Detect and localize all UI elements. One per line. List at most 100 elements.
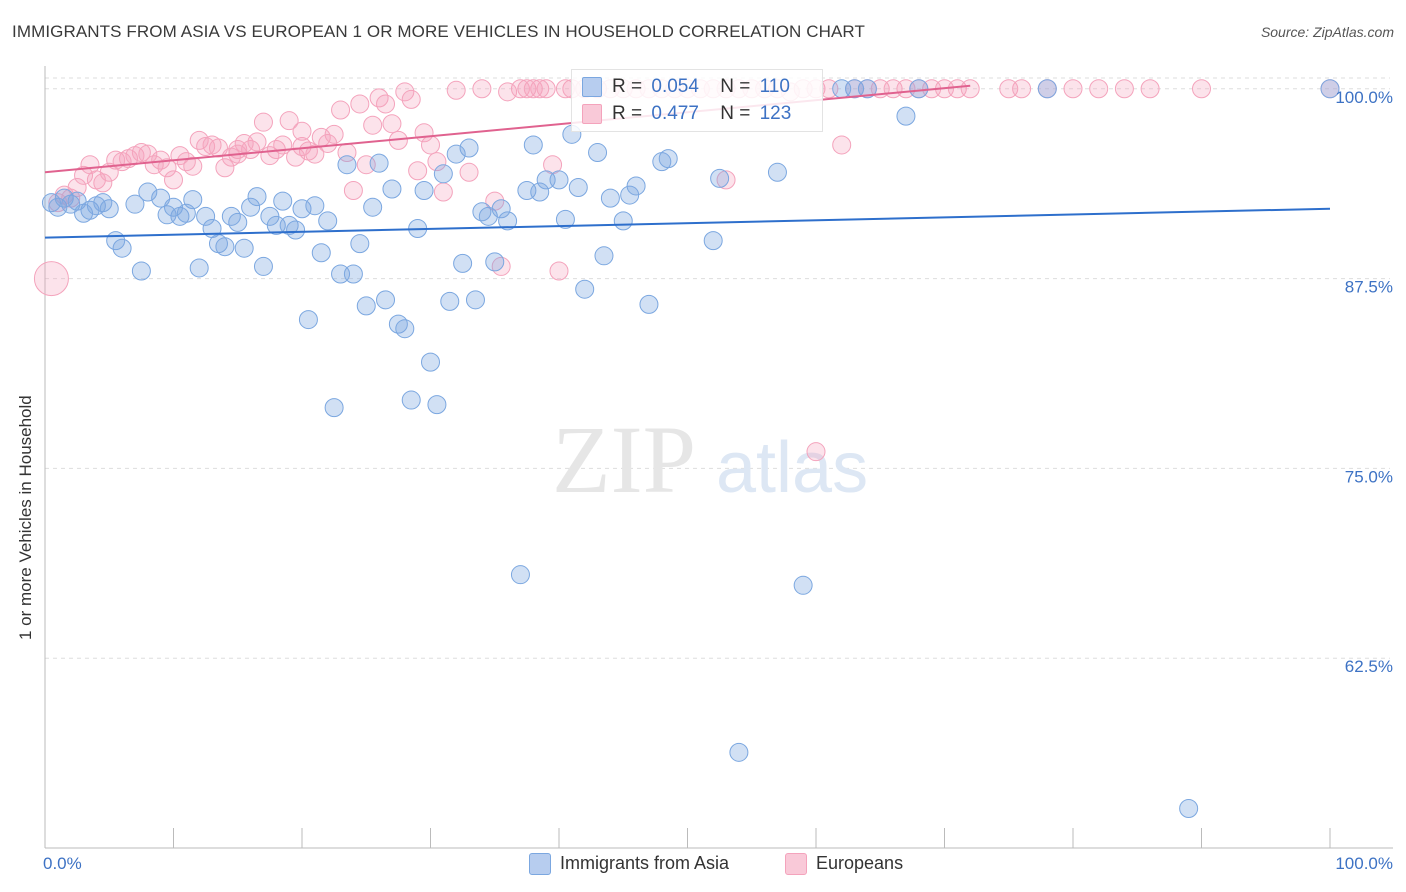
europe-point bbox=[472, 79, 492, 99]
europe-point bbox=[305, 144, 325, 164]
europe-point bbox=[549, 261, 569, 281]
europe-point bbox=[331, 100, 351, 120]
asia-point bbox=[151, 188, 171, 208]
asia-point bbox=[498, 211, 518, 231]
bottom-legend-swatch-europeans bbox=[785, 853, 807, 875]
asia-point bbox=[369, 153, 389, 173]
asia-point bbox=[67, 191, 87, 211]
europe-point bbox=[832, 135, 852, 155]
asia-point bbox=[626, 176, 646, 196]
europe-point bbox=[806, 442, 826, 462]
europe-point bbox=[446, 80, 466, 100]
europe-point bbox=[215, 158, 235, 178]
stats-legend: R = 0.054 N = 110 R = 0.477 N = 123 bbox=[571, 69, 823, 132]
asia-point bbox=[600, 188, 620, 208]
asia-point bbox=[131, 261, 151, 281]
asia-point bbox=[485, 252, 505, 272]
europe-point bbox=[376, 94, 396, 114]
watermark: ZIP atlas bbox=[552, 406, 868, 513]
asia-point bbox=[523, 135, 543, 155]
europe-point bbox=[1012, 79, 1032, 99]
legend-r-value: 0.477 bbox=[651, 103, 699, 124]
series-asia bbox=[41, 79, 1340, 819]
legend-r-label: R = bbox=[612, 76, 643, 97]
asia-point bbox=[395, 319, 415, 339]
asia-point bbox=[459, 138, 479, 158]
europe-point bbox=[67, 177, 87, 197]
asia-point bbox=[337, 155, 357, 175]
europe-point bbox=[253, 112, 273, 132]
europe-point bbox=[382, 114, 402, 134]
asia-point bbox=[196, 206, 216, 226]
chart-title: IMMIGRANTS FROM ASIA VS EUROPEAN 1 OR MO… bbox=[12, 22, 865, 41]
europe-point bbox=[427, 152, 447, 172]
asia-point bbox=[138, 182, 158, 202]
asia-point bbox=[453, 253, 473, 273]
y-tick-label: 62.5% bbox=[1345, 657, 1393, 676]
asia-point bbox=[555, 209, 575, 229]
asia-point bbox=[767, 162, 787, 182]
europe-point bbox=[536, 79, 556, 99]
asia-point bbox=[273, 191, 293, 211]
europe-point bbox=[1063, 79, 1083, 99]
y-axis-label: 1 or more Vehicles in Household bbox=[16, 395, 35, 640]
europe-point bbox=[324, 124, 344, 144]
asia-point bbox=[350, 234, 370, 254]
bottom-legend-label-asia: Immigrants from Asia bbox=[560, 853, 730, 873]
asia-point bbox=[427, 395, 447, 415]
europe-point bbox=[433, 182, 453, 202]
europe-point bbox=[93, 173, 113, 193]
asia-point bbox=[658, 149, 678, 169]
bottom-legend-swatch-asia bbox=[529, 853, 551, 875]
europe-point bbox=[459, 162, 479, 182]
asia-point bbox=[703, 231, 723, 251]
asia-point bbox=[446, 144, 466, 164]
asia-point bbox=[710, 168, 730, 188]
legend-r-value: 0.054 bbox=[651, 76, 699, 97]
europe-point bbox=[363, 115, 383, 135]
asia-point bbox=[401, 390, 421, 410]
europe-point bbox=[1089, 79, 1109, 99]
europe-point bbox=[247, 132, 267, 152]
bottom-legend-label-europeans: Europeans bbox=[816, 853, 904, 873]
asia-trend-line bbox=[44, 207, 1331, 239]
asia-point bbox=[421, 352, 440, 372]
legend-swatch-europeans bbox=[582, 104, 602, 124]
asia-point bbox=[909, 79, 929, 99]
asia-point bbox=[857, 79, 877, 99]
asia-point bbox=[305, 196, 325, 216]
asia-point bbox=[510, 565, 530, 585]
europe-point bbox=[183, 156, 203, 176]
europe-point bbox=[716, 170, 736, 190]
asia-point bbox=[363, 197, 383, 217]
asia-point bbox=[575, 279, 595, 299]
asia-point bbox=[465, 290, 485, 310]
y-tick-label: 100.0% bbox=[1335, 88, 1393, 107]
legend-n-value: 123 bbox=[759, 103, 792, 124]
watermark-zip: ZIP bbox=[552, 406, 696, 513]
legend-r-label: R = bbox=[612, 103, 643, 124]
asia-point bbox=[1037, 79, 1057, 99]
asia-point bbox=[183, 190, 203, 210]
asia-point bbox=[440, 291, 460, 311]
europe-point bbox=[1140, 79, 1160, 99]
asia-point bbox=[356, 296, 376, 316]
europe-point bbox=[99, 162, 119, 182]
europe-point bbox=[421, 135, 440, 155]
asia-point bbox=[588, 143, 608, 163]
y-tick-label: 75.0% bbox=[1345, 467, 1393, 486]
asia-point bbox=[99, 199, 119, 219]
europe-point bbox=[343, 181, 363, 201]
asia-point bbox=[253, 256, 273, 276]
asia-point bbox=[189, 258, 209, 278]
europe-point bbox=[164, 170, 183, 190]
asia-point bbox=[793, 575, 813, 595]
asia-point bbox=[311, 243, 331, 263]
asia-point bbox=[594, 246, 614, 266]
europe-point bbox=[131, 143, 151, 163]
y-tick-label: 87.5% bbox=[1345, 278, 1393, 297]
asia-point bbox=[292, 199, 312, 219]
asia-point bbox=[530, 182, 550, 202]
europe-point bbox=[960, 79, 980, 99]
